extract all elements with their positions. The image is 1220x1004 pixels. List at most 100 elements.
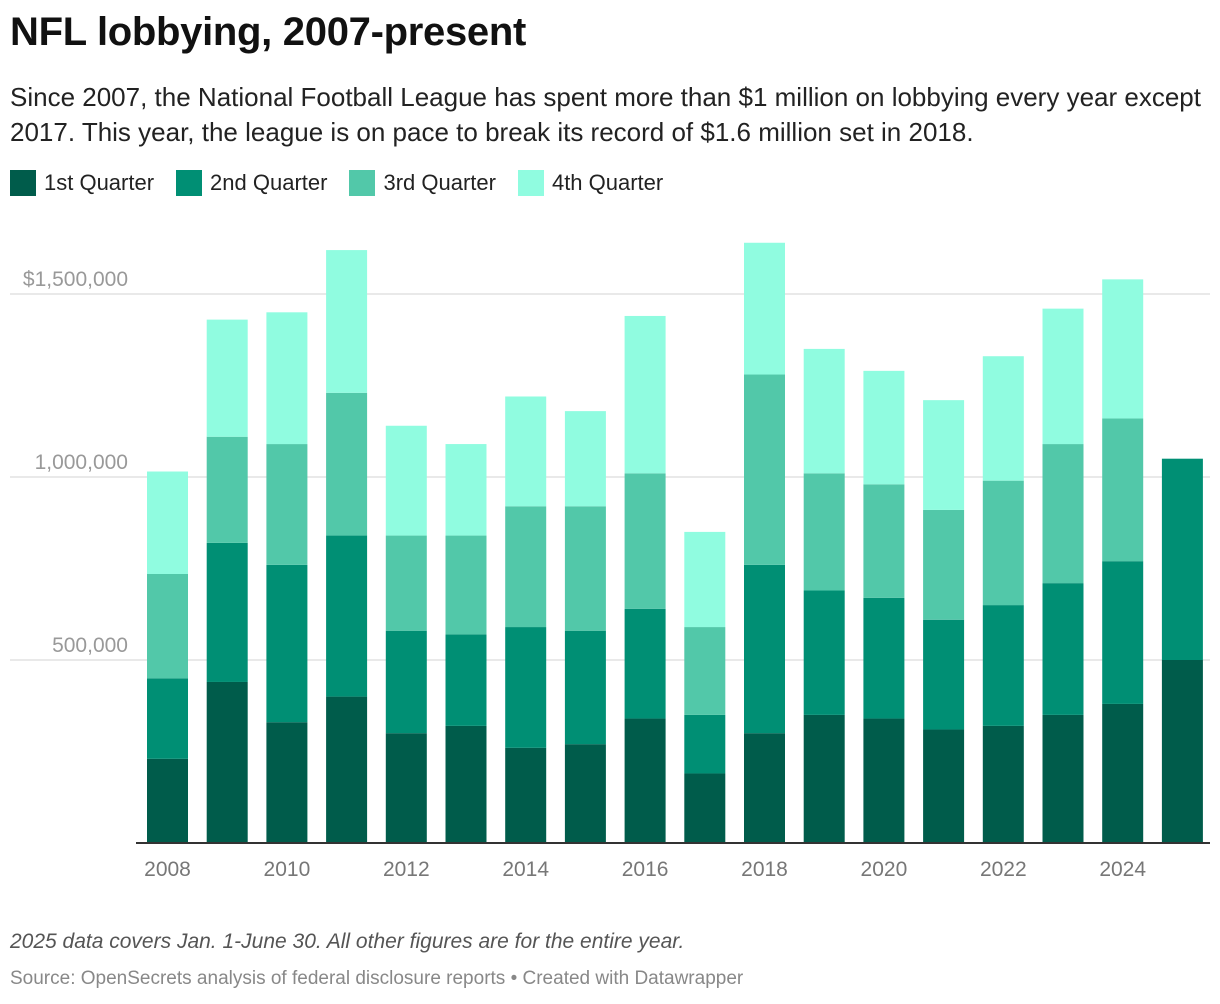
x-axis-ticks: 2008 2010 2012 2014 2016 2018 2020 2022 2024 [144,858,1146,881]
bar-segment-2023-q4 [1042,308,1084,445]
bar-segment-2021-q2 [923,619,965,730]
bar-segment-2008-q1 [147,758,188,843]
x-tick-label: 2024 [1099,858,1146,881]
bar-segment-2015-q4 [564,411,606,507]
bar-segment-2012-q2 [385,630,427,734]
bar-segment-2010-q4 [266,312,308,445]
bar-segment-2013-q4 [445,444,487,536]
bar-segment-2014-q1 [505,747,547,843]
bar-segment-2012-q3 [385,535,427,631]
bar-segment-2019-q3 [803,473,845,591]
bar-segment-2018-q1 [744,733,785,843]
bar-segment-2024-q1 [1102,703,1144,843]
bar-segment-2022-q1 [982,725,1024,843]
legend-label-q3: 3rd Quarter [383,170,496,195]
legend-swatch-q3 [349,170,376,196]
bars [136,242,1210,844]
bar-segment-2015-q3 [564,506,606,631]
legend-swatch-q4 [517,170,544,196]
stacked-bar-chart: 500,000 1,000,000 $1,500,000 2008 2010 2012 2… [10,242,1210,881]
bar-segment-2011-q2 [326,535,368,697]
bar-segment-2024-q4 [1102,279,1144,419]
bar-segment-2014-q4 [505,396,547,507]
y-tick-label: 500,000 [52,634,128,657]
bar-segment-2012-q1 [385,733,427,843]
source-line: Source: OpenSecrets analysis of federal … [10,968,744,989]
legend-swatch-q2 [176,170,203,196]
bar-segment-2011-q4 [326,250,368,393]
bar-segment-2020-q4 [863,370,905,485]
bar-segment-2025-q2 [1161,458,1203,660]
bar-segment-2019-q2 [803,590,845,715]
bar-segment-2019-q4 [803,348,845,474]
bar-segment-2017-q4 [684,531,726,628]
legend-label-q1: 1st Quarter [44,170,155,195]
bar-segment-2011-q1 [326,696,368,843]
y-axis-ticks: 500,000 1,000,000 $1,500,000 [23,268,128,657]
bar-segment-2017-q2 [684,714,726,774]
bar-segment-2022-q2 [982,605,1024,726]
bar-segment-2015-q1 [564,744,606,843]
bar-segment-2023-q2 [1042,583,1084,715]
legend-item-q2: 2nd Quarter [176,170,327,196]
bar-segment-2013-q1 [445,725,487,843]
x-tick-label: 2012 [383,858,430,881]
x-tick-label: 2018 [741,858,788,881]
bar-segment-2013-q2 [445,634,487,726]
bar-segment-2012-q4 [385,425,427,536]
bar-segment-2016-q4 [624,315,666,474]
bar-segment-2019-q1 [803,714,845,843]
bar-segment-2010-q1 [266,722,308,843]
bar-segment-2010-q2 [266,564,308,723]
bar-segment-2021-q4 [923,400,965,510]
bar-segment-2008-q2 [147,678,188,759]
bar-segment-2009-q3 [206,436,248,543]
bar-segment-2016-q2 [624,608,666,719]
bar-segment-2016-q3 [624,473,666,609]
legend-item-q4: 4th Quarter [517,170,664,196]
bar-segment-2020-q1 [863,718,905,843]
bar-segment-2021-q1 [923,729,965,843]
chart-subtitle: Since 2007, the National Football League… [10,82,1201,147]
legend-swatch-q1 [10,170,36,196]
x-tick-label: 2016 [622,858,669,881]
bar-segment-2009-q2 [206,542,248,682]
footnote: 2025 data covers Jan. 1-June 30. All oth… [10,930,685,953]
x-tick-label: 2010 [264,858,311,881]
bar-segment-2023-q1 [1042,714,1084,843]
bar-segment-2020-q2 [863,597,905,719]
bar-segment-2016-q1 [624,718,666,843]
bar-segment-2018-q3 [744,374,785,565]
x-tick-label: 2014 [502,858,549,881]
gridlines [10,293,1210,661]
legend-label-q4: 4th Quarter [551,170,664,195]
bar-segment-2013-q3 [445,535,487,635]
bar-segment-2010-q3 [266,444,308,565]
x-tick-label: 2022 [980,858,1027,881]
bar-segment-2017-q1 [684,773,726,843]
legend-item-q3: 3rd Quarter [349,170,496,196]
bar-segment-2022-q4 [982,356,1024,481]
bar-segment-2014-q2 [505,627,547,748]
bar-segment-2008-q3 [147,573,188,679]
bar-segment-2018-q2 [744,564,785,734]
legend-item-q1: 1st Quarter [10,170,154,196]
y-tick-label: $1,500,000 [23,268,128,291]
bar-segment-2023-q3 [1042,444,1084,584]
legend-label-q2: 2nd Quarter [210,170,328,195]
x-tick-label: 2008 [144,858,191,881]
legend: 1st Quarter 2nd Quarter 3rd Quarter 4th … [10,170,663,196]
bar-segment-2014-q3 [505,506,547,628]
y-tick-label: 1,000,000 [35,451,128,474]
bar-segment-2020-q3 [863,484,905,598]
bar-segment-2024-q2 [1102,561,1144,704]
bar-segment-2009-q4 [206,319,248,437]
bar-segment-2018-q4 [744,242,785,375]
bar-segment-2024-q3 [1102,418,1144,562]
bar-segment-2025-q1 [1161,660,1203,843]
bar-segment-2015-q2 [564,630,606,745]
bar-segment-2021-q3 [923,509,965,620]
bar-segment-2017-q3 [684,627,726,715]
bar-segment-2022-q3 [982,480,1024,606]
bar-segment-2008-q4 [147,471,188,574]
